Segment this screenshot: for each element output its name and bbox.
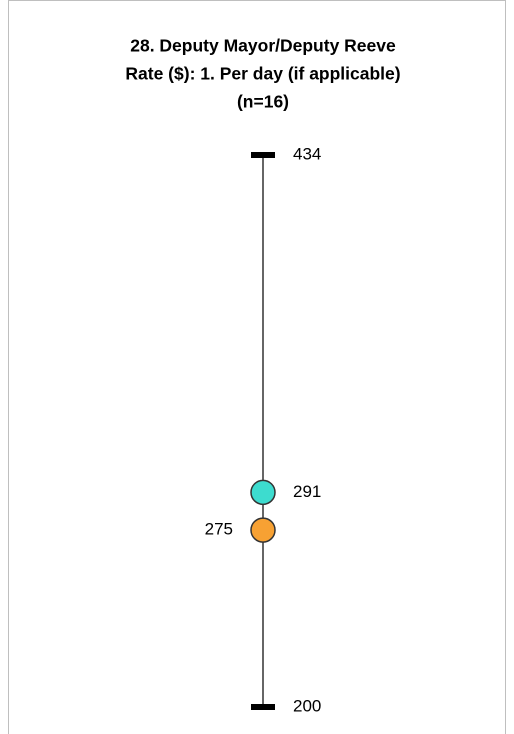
cap <box>251 152 275 158</box>
cap <box>251 704 275 710</box>
value-label: 291 <box>293 482 321 501</box>
point <box>250 517 276 543</box>
point <box>250 479 276 506</box>
value-label: 434 <box>293 144 321 163</box>
chart-title: (n=16) <box>237 92 289 112</box>
frame <box>8 0 506 734</box>
chart-title: 28. Deputy Mayor/Deputy Reeve <box>130 36 396 56</box>
chart-title: Rate ($): 1. Per day (if applicable) <box>125 64 400 84</box>
value-label: 275 <box>205 520 233 539</box>
value-label: 200 <box>293 696 321 715</box>
